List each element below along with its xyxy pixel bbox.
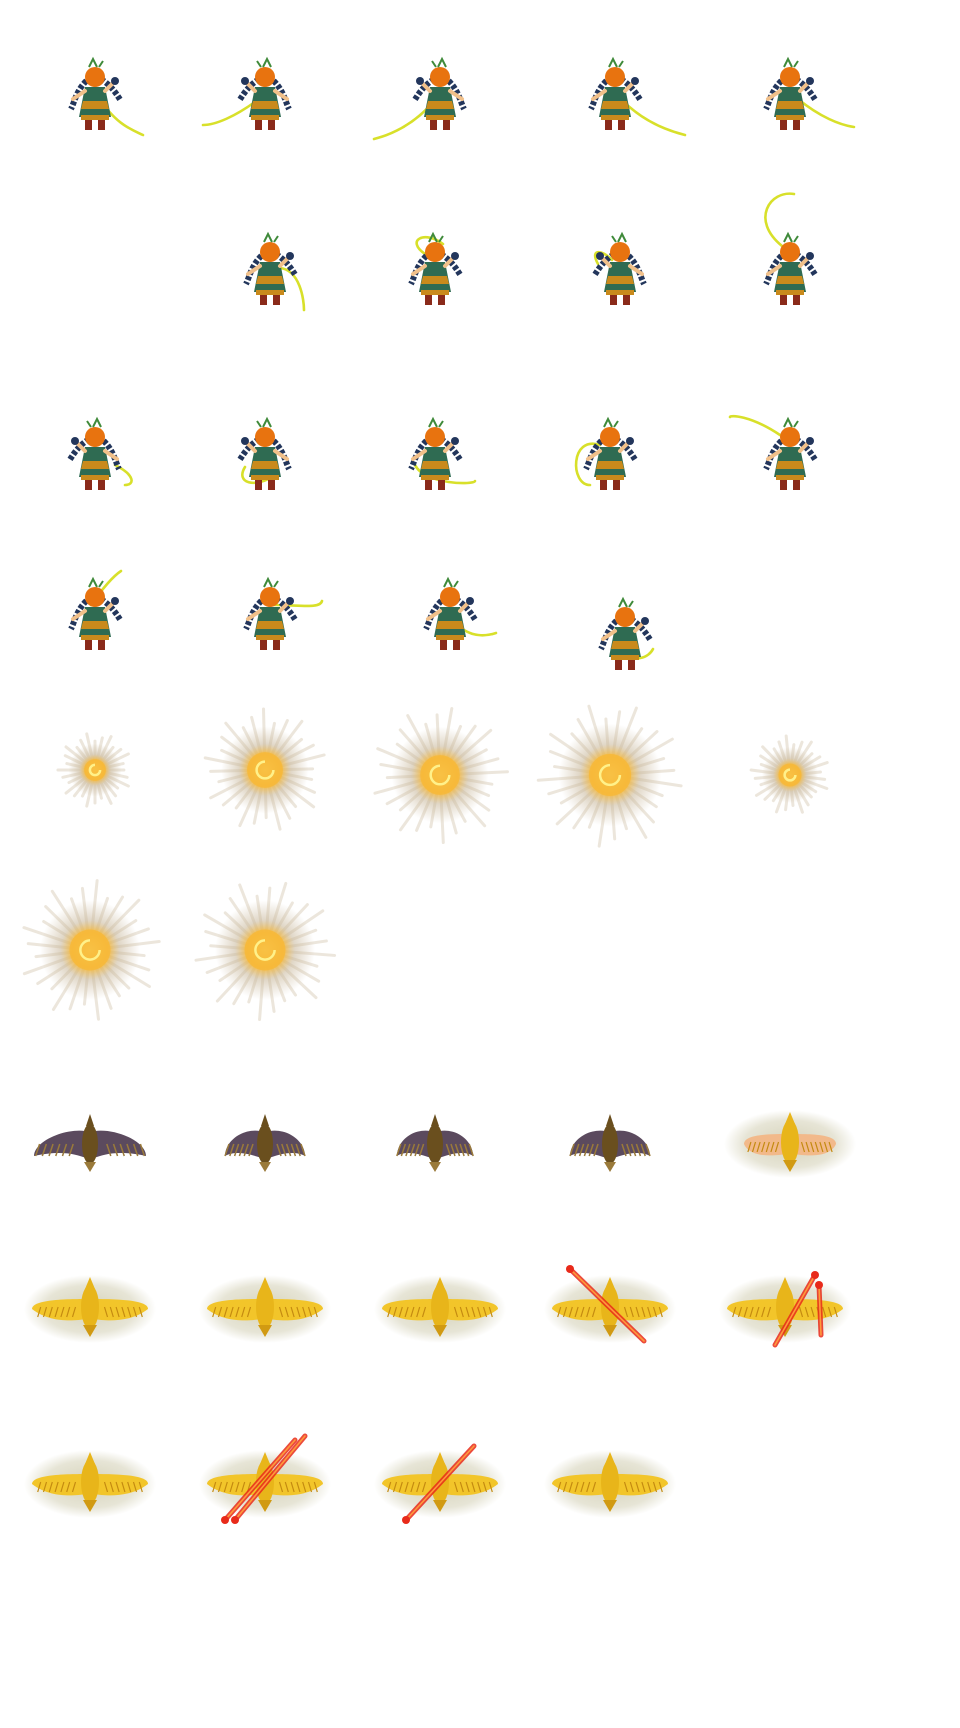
whip-attack-frame-17 <box>375 540 525 690</box>
whip-attack-sprite-icon <box>68 56 145 137</box>
whip-attack-frame-15 <box>20 540 170 690</box>
eagle-golden-sprite-icon <box>374 1443 506 1524</box>
eagle-golden-frame-6 <box>710 1230 860 1380</box>
whip-attack-sprite-icon <box>372 56 467 141</box>
whip-attack-sprite-icon <box>68 569 124 650</box>
eagle-dark-sprite-icon <box>34 1114 146 1172</box>
whip-attack-frame-1 <box>20 20 170 170</box>
light-burst-frame-5 <box>715 700 865 850</box>
eagle-dark-frame-4 <box>535 1065 685 1215</box>
whip-attack-frame-10 <box>20 380 170 530</box>
light-burst-frame-4 <box>535 700 685 850</box>
eagle-golden-frame-3 <box>190 1230 340 1380</box>
light-burst-sprite-icon <box>22 879 161 1021</box>
light-burst-frame-6 <box>15 875 165 1025</box>
whip-attack-sprite-icon <box>201 56 292 130</box>
light-burst-sprite-icon <box>56 732 130 808</box>
light-burst-sprite-icon <box>536 704 683 848</box>
eagle-dark-frame-1 <box>15 1065 165 1215</box>
eagle-golden-sprite-icon <box>544 1265 676 1344</box>
eagle-golden-frame-7 <box>15 1405 165 1555</box>
eagle-golden-sprite-icon <box>719 1271 851 1348</box>
eagle-golden-sprite-icon <box>374 1275 506 1343</box>
eagle-golden-sprite-icon <box>544 1450 676 1518</box>
whip-attack-frame-4 <box>540 20 690 170</box>
whip-attack-sprite-icon <box>728 414 819 490</box>
whip-attack-sprite-icon <box>598 596 655 670</box>
eagle-golden-sprite-icon <box>24 1275 156 1343</box>
whip-attack-frame-9 <box>715 192 865 345</box>
whip-attack-frame-16 <box>195 540 345 690</box>
eagle-golden-frame-5 <box>535 1230 685 1380</box>
eagle-dark-sprite-icon <box>224 1114 306 1172</box>
eagle-golden-frame-1 <box>715 1065 865 1215</box>
whip-attack-frame-11 <box>190 380 340 530</box>
eagle-dark-sprite-icon <box>396 1114 474 1172</box>
eagle-golden-frame-2 <box>15 1230 165 1380</box>
eagle-golden-frame-4 <box>365 1230 515 1380</box>
light-burst-sprite-icon <box>203 707 326 831</box>
whip-attack-sprite-icon <box>243 576 324 650</box>
whip-attack-sprite-icon <box>763 192 819 305</box>
light-burst-sprite-icon <box>749 734 829 814</box>
whip-attack-sprite-icon <box>66 416 133 490</box>
whip-attack-frame-12 <box>360 380 510 530</box>
eagle-dark-frame-3 <box>360 1065 510 1215</box>
light-burst-frame-1 <box>20 695 170 845</box>
whip-attack-frame-14 <box>715 380 865 530</box>
whip-attack-sprite-icon <box>408 231 464 305</box>
whip-attack-sprite-icon <box>574 416 639 490</box>
whip-attack-frame-5 <box>715 20 865 170</box>
whip-attack-sprite-icon <box>243 231 306 312</box>
whip-attack-sprite-icon <box>591 231 647 305</box>
whip-attack-sprite-icon <box>423 576 498 650</box>
eagle-golden-sprite-icon <box>24 1450 156 1518</box>
whip-attack-sprite-icon <box>408 416 477 490</box>
whip-attack-frame-3 <box>365 20 515 170</box>
whip-attack-frame-6 <box>195 195 345 345</box>
eagle-golden-sprite-icon <box>199 1275 331 1343</box>
eagle-golden-frame-9 <box>365 1405 515 1555</box>
light-burst-frame-3 <box>365 700 515 850</box>
eagle-dark-sprite-icon <box>569 1114 651 1172</box>
whip-attack-frame-8 <box>545 195 695 345</box>
light-burst-frame-7 <box>190 875 340 1025</box>
whip-attack-sprite-icon <box>763 56 856 130</box>
whip-attack-frame-13 <box>535 380 685 530</box>
eagle-golden-frame-10 <box>535 1405 685 1555</box>
eagle-golden-sprite-icon <box>199 1433 331 1524</box>
eagle-golden-frame-8 <box>190 1405 340 1555</box>
whip-attack-frame-7 <box>360 195 510 345</box>
light-burst-sprite-icon <box>373 706 509 844</box>
whip-attack-sprite-icon <box>588 56 687 137</box>
eagle-dark-frame-2 <box>190 1065 340 1215</box>
whip-attack-frame-18 <box>550 560 700 710</box>
light-burst-sprite-icon <box>194 881 337 1022</box>
whip-attack-sprite-icon <box>236 416 292 490</box>
light-burst-frame-2 <box>190 695 340 845</box>
eagle-golden-sprite-icon <box>724 1110 856 1178</box>
whip-attack-frame-2 <box>190 20 340 170</box>
